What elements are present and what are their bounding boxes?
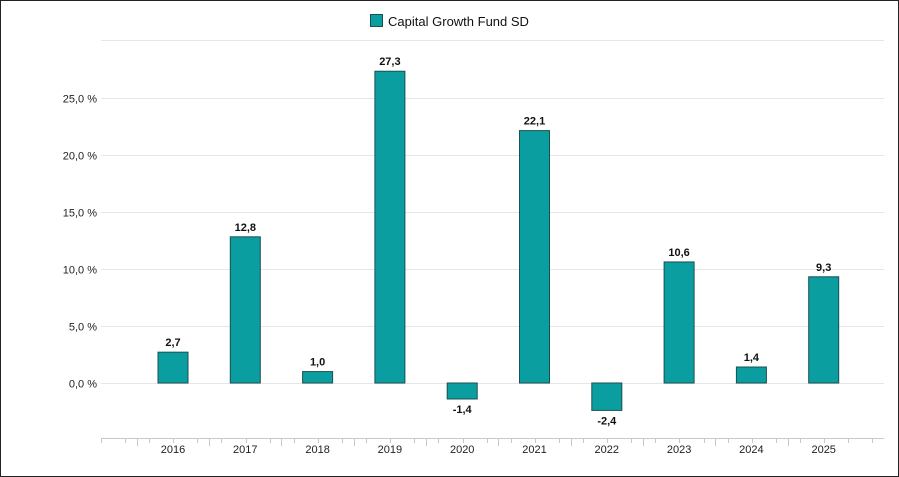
bar xyxy=(302,371,334,384)
x-tick-label: 2018 xyxy=(305,444,329,456)
x-tick-label: 2023 xyxy=(667,444,691,456)
x-tick-label: 2022 xyxy=(595,444,619,456)
x-tick-label: 2020 xyxy=(450,444,474,456)
x-tick-label: 2021 xyxy=(522,444,546,456)
y-tick-label: 5,0 % xyxy=(69,322,97,334)
legend-label: Capital Growth Fund SD xyxy=(388,14,529,29)
data-label: 22,1 xyxy=(524,116,545,128)
data-label: 2,7 xyxy=(165,337,180,349)
y-tick-label: 0,0 % xyxy=(69,379,97,391)
legend: Capital Growth Fund SD xyxy=(0,14,899,29)
bar xyxy=(735,366,767,384)
y-tick-label: 25,0 % xyxy=(63,94,97,106)
bar xyxy=(591,382,623,411)
bar xyxy=(229,236,261,384)
data-label: 10,6 xyxy=(668,247,689,259)
bar xyxy=(663,261,695,384)
y-tick-label: 20,0 % xyxy=(63,151,97,163)
bar xyxy=(808,276,840,384)
x-tick-label: 2017 xyxy=(233,444,257,456)
y-tick-label: 15,0 % xyxy=(63,208,97,220)
bar xyxy=(157,351,189,384)
data-label: -2,4 xyxy=(597,415,617,427)
bar xyxy=(519,130,550,384)
data-label: 1,4 xyxy=(744,352,760,364)
y-tick-label: 10,0 % xyxy=(63,265,97,277)
bar xyxy=(374,70,406,384)
x-tick-label: 2016 xyxy=(161,444,185,456)
data-label: 9,3 xyxy=(816,262,831,274)
data-label: 1,0 xyxy=(310,357,325,369)
bar xyxy=(446,382,478,400)
legend-swatch xyxy=(370,14,384,27)
data-label: -1,4 xyxy=(453,404,473,416)
x-tick-label: 2025 xyxy=(811,444,835,456)
x-tick-label: 2019 xyxy=(378,444,402,456)
x-tick-label: 2024 xyxy=(739,444,763,456)
data-label: 12,8 xyxy=(235,222,256,234)
data-label: 27,3 xyxy=(379,56,400,68)
